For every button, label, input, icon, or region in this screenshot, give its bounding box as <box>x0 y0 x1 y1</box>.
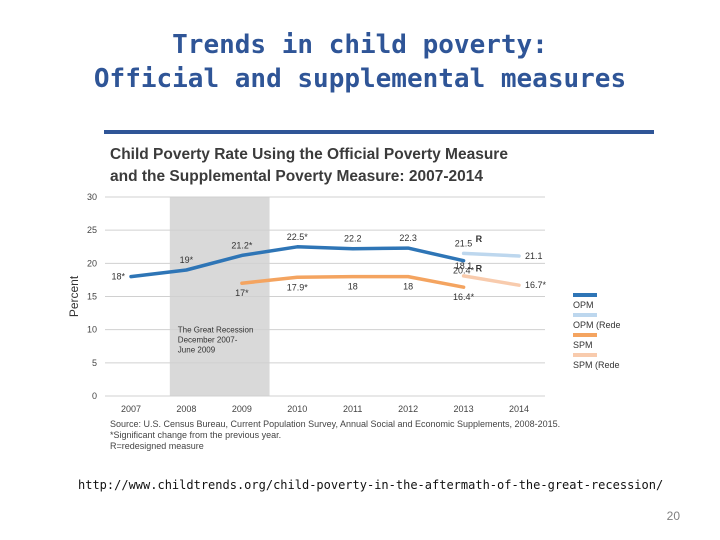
legend-label: SPM (Redesign) <box>573 360 620 370</box>
series-line-opm <box>129 245 466 279</box>
x-tick-label: 2013 <box>454 404 474 414</box>
chart-title-line2: and the Supplemental Poverty Measure: 20… <box>110 168 484 185</box>
data-label: 18.1 <box>455 261 473 271</box>
data-label: 22.5* <box>287 232 309 242</box>
legend-swatch <box>573 353 597 357</box>
chart-title-line1: Child Poverty Rate Using the Official Po… <box>110 146 508 163</box>
data-label: 16.4* <box>453 292 475 302</box>
data-label: 20.4* <box>453 266 475 276</box>
slide-title-line1: Trends in child poverty: <box>172 30 548 60</box>
y-axis-label: Percent <box>67 275 81 317</box>
data-label: 18 <box>348 282 358 292</box>
data-label: 21.5 <box>455 238 473 248</box>
y-tick-label: 10 <box>87 325 97 335</box>
data-label: 22.2 <box>344 234 362 244</box>
series-line-spm <box>240 274 466 289</box>
slide-title-line2: Official and supplemental measures <box>93 64 627 94</box>
redesign-marker: R <box>476 234 483 244</box>
y-tick-label: 30 <box>87 192 97 202</box>
redesign-note: R=redesigned measure <box>110 441 204 451</box>
source-url[interactable]: http://www.childtrends.org/child-poverty… <box>78 478 664 492</box>
source-note: Source: U.S. Census Bureau, Current Popu… <box>110 419 561 429</box>
recession-label: June 2009 <box>178 345 216 354</box>
x-tick-label: 2010 <box>287 404 307 414</box>
data-label: 17.9* <box>287 282 309 292</box>
y-tick-label: 0 <box>92 391 97 401</box>
redesign-marker: R <box>476 263 483 273</box>
data-label: 17* <box>235 288 249 298</box>
legend-label: SPM <box>573 340 593 350</box>
series-line-opm-redesign <box>461 251 521 258</box>
y-tick-label: 15 <box>87 292 97 302</box>
x-tick-label: 2012 <box>398 404 418 414</box>
x-tick-label: 2009 <box>232 404 252 414</box>
legend-swatch <box>573 333 597 337</box>
page-number: 20 <box>666 509 680 523</box>
data-label: 21.1 <box>525 251 543 261</box>
y-tick-label: 20 <box>87 258 97 268</box>
data-label: 21.2* <box>231 240 253 250</box>
x-tick-label: 2008 <box>176 404 196 414</box>
data-label: 22.3 <box>399 233 417 243</box>
recession-label: December 2007- <box>178 335 238 344</box>
x-tick-label: 2014 <box>509 404 529 414</box>
source-notes: Source: U.S. Census Bureau, Current Popu… <box>110 419 560 452</box>
series-line-spm-redesign <box>461 274 521 287</box>
legend-label: OPM <box>573 300 594 310</box>
chart-title: Child Poverty Rate Using the Official Po… <box>110 144 508 188</box>
line-chart: 0 5 10 15 20 25 30 2007 2008 2009 2010 2011 2012 2013… <box>67 192 620 414</box>
recession-label: The Great Recession <box>178 325 254 334</box>
y-tick-label: 25 <box>87 225 97 235</box>
data-label: 19* <box>180 255 194 265</box>
data-label: 18* <box>111 272 125 282</box>
x-tick-label: 2007 <box>121 404 141 414</box>
slide-title: Trends in child poverty: Official and su… <box>0 28 720 96</box>
y-tick-label: 5 <box>92 358 97 368</box>
legend-swatch <box>573 313 597 317</box>
title-divider <box>104 130 654 134</box>
legend-swatch <box>573 293 597 297</box>
x-tick-label: 2011 <box>343 404 362 414</box>
legend-label: OPM (Redesign) <box>573 320 620 330</box>
data-label: 16.7* <box>525 280 547 290</box>
significance-note: *Significant change from the previous ye… <box>110 430 282 440</box>
data-label: 18 <box>403 282 413 292</box>
